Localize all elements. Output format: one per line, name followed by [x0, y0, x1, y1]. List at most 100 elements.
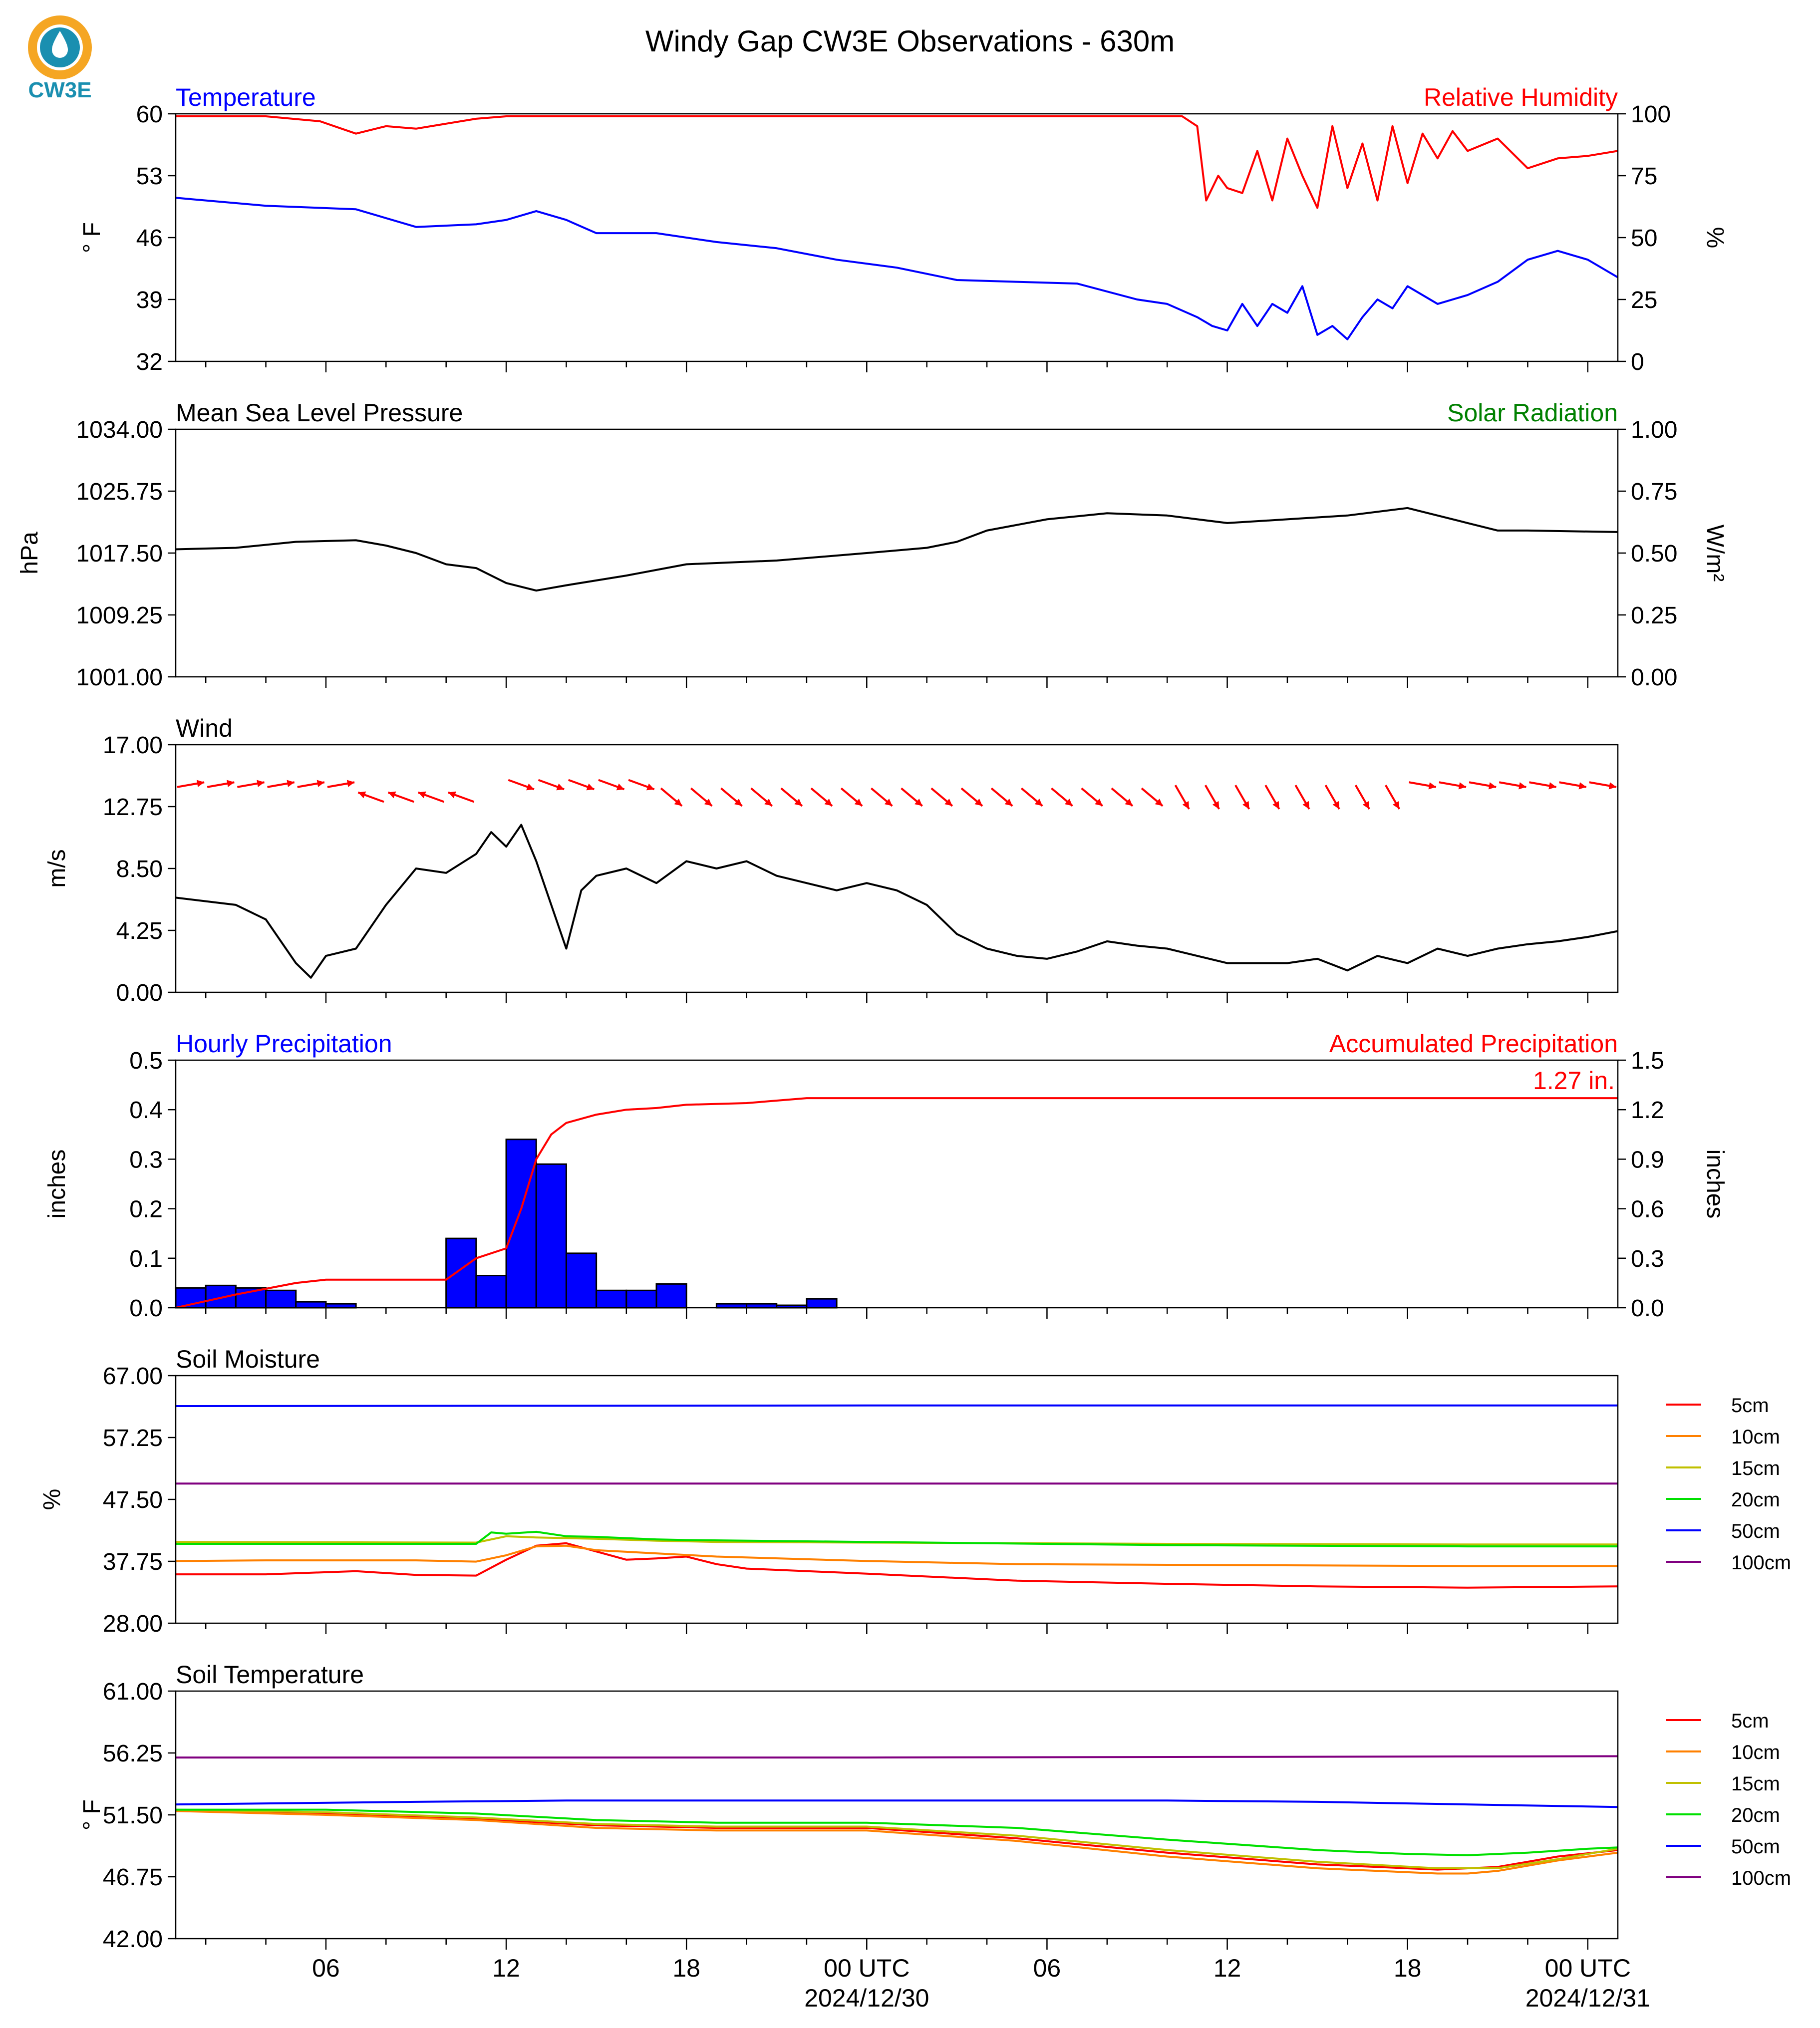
y-tick-label: 60: [136, 101, 163, 128]
logo-ring-icon: [28, 15, 92, 79]
legend-soil_moisture: 5cm 10cm 15cm 20cm 50cm 100cm: [1666, 1395, 1791, 1574]
panel-right-title: Solar Radiation: [1447, 399, 1618, 427]
y-tick-label: 4.25: [116, 918, 163, 944]
y2-tick-label: 100: [1631, 101, 1671, 128]
wind-arrow-head: [1428, 782, 1436, 790]
legend-label: 20cm: [1731, 1804, 1780, 1826]
wind-arrow-head: [734, 798, 742, 806]
wind-arrow-head: [1095, 798, 1103, 806]
y2-tick-label: 0.00: [1631, 664, 1677, 691]
legend-label: 10cm: [1731, 1426, 1780, 1448]
series-line-wind: [176, 824, 1618, 979]
y-tick-label: 57.25: [103, 1425, 163, 1451]
y-axis-label: %: [39, 1489, 65, 1510]
wind-arrow-head: [854, 798, 863, 806]
x-tick-label: 18: [1394, 1954, 1422, 1982]
x-tick-label: 12: [492, 1954, 520, 1982]
wind-arrow-head: [556, 783, 565, 791]
panel-soil_temp: 61.00 56.25 51.50 46.75 42.00 ° F Soil Tempera…: [79, 1661, 1791, 2012]
legend-label: 20cm: [1731, 1489, 1780, 1511]
legend-label: 5cm: [1731, 1710, 1769, 1732]
legend-label: 50cm: [1731, 1836, 1780, 1858]
wind-arrow-head: [196, 780, 205, 787]
series-line-20cm: [176, 1530, 1618, 1548]
wind-arrow-head: [944, 798, 952, 806]
wind-arrow-head: [674, 798, 682, 806]
wind-arrow-head: [1488, 782, 1497, 790]
y-tick-label: 46.75: [103, 1864, 163, 1891]
precip-bar: [445, 1237, 477, 1309]
panel-precip: 0.5 0.4 0.3 0.2 0.1 0.0 1.5 1.2 0.9 0.6 0.3 0.0 inch…: [44, 1030, 1728, 1322]
wind-arrow-head: [1125, 798, 1133, 806]
y-tick-label: 67.00: [103, 1363, 163, 1390]
wind-arrow-head: [704, 798, 712, 806]
y2-tick-label: 0.9: [1631, 1147, 1664, 1173]
y2-tick-label: 0.75: [1631, 479, 1677, 505]
legend-label: 5cm: [1731, 1395, 1769, 1417]
series-line-mean-sea-level-pressure: [176, 507, 1618, 592]
y-tick-label: 0.0: [129, 1295, 163, 1322]
y2-tick-label: 0.0: [1631, 1295, 1664, 1322]
series-line-15cm: [176, 1535, 1618, 1546]
y-tick-label: 0.00: [116, 980, 163, 1006]
precip-bar: [295, 1301, 327, 1309]
y-tick-label: 1001.00: [76, 664, 163, 691]
y-axis-label: hPa: [16, 532, 43, 575]
wind-arrow-head: [1272, 801, 1279, 809]
y-tick-label: 46: [136, 225, 163, 252]
legend-soil_temp: 5cm 10cm 15cm 20cm 50cm 100cm: [1666, 1710, 1791, 1889]
y2-axis-label: inches: [1702, 1150, 1728, 1219]
y-tick-label: 0.3: [129, 1147, 163, 1173]
wind-arrow-head: [257, 780, 265, 787]
wind-arrow-head: [794, 798, 802, 806]
y2-tick-label: 0.3: [1631, 1246, 1664, 1272]
y2-tick-label: 1.5: [1631, 1048, 1664, 1074]
panel-right-title: Accumulated Precipitation: [1329, 1030, 1618, 1058]
precip-bar: [265, 1289, 297, 1309]
y2-tick-label: 75: [1631, 163, 1657, 190]
legend-label: 10cm: [1731, 1741, 1780, 1763]
wind-arrow-head: [1518, 782, 1526, 790]
wind-arrow-head: [974, 798, 983, 806]
legend-label: 15cm: [1731, 1773, 1780, 1795]
panel-pressure: 1034.00 1025.75 1017.50 1009.25 1001.00 1.00 0…: [16, 399, 1728, 691]
wind-arrow-head: [1332, 801, 1339, 809]
series-line-15cm: [176, 1808, 1618, 1869]
legend-label: 100cm: [1731, 1867, 1791, 1889]
y-axis-label: ° F: [79, 222, 105, 253]
y-axis-label: ° F: [79, 1799, 105, 1830]
wind-arrow-head: [448, 791, 456, 799]
series-line-temperature: [176, 197, 1618, 340]
series-line-10cm: [176, 1810, 1618, 1875]
x-tick-date-label: 2024/12/31: [1525, 1984, 1650, 2012]
x-tick-date-label: 2024/12/30: [804, 1984, 929, 2012]
y2-axis-label: %: [1702, 227, 1728, 249]
wind-arrow-head: [388, 791, 396, 799]
y-tick-label: 32: [136, 349, 163, 375]
wind-arrow-head: [764, 798, 772, 806]
y-tick-label: 37.75: [103, 1549, 163, 1575]
wind-arrow-head: [1242, 801, 1249, 809]
panel-temp_rh: 60 53 46 39 32 100 75 50 25 0 ° F % Temperature Relat…: [79, 83, 1728, 375]
panel-soil_moisture: 67.00 57.25 47.50 37.75 28.00% Soil Moisture 5…: [39, 1345, 1791, 1637]
wind-arrow-head: [616, 783, 624, 791]
panels: 60 53 46 39 32 100 75 50 25 0 ° F % Temperature Relat…: [16, 83, 1791, 2012]
y2-tick-label: 0.50: [1631, 541, 1677, 567]
precip-bar: [205, 1284, 237, 1309]
y2-tick-label: 25: [1631, 287, 1657, 313]
wind-arrow-head: [1065, 798, 1073, 806]
wind-arrow-head: [1548, 782, 1556, 790]
x-tick-label: 00 UTC: [1545, 1954, 1631, 1982]
panel-left-title: Hourly Precipitation: [176, 1030, 392, 1058]
accumulated-total-label: 1.27 in.: [1533, 1067, 1615, 1095]
panel-left-title: Mean Sea Level Pressure: [176, 399, 463, 427]
panel-right-title: Relative Humidity: [1424, 83, 1618, 111]
wind-arrow-head: [227, 780, 235, 787]
y-tick-label: 1034.00: [76, 417, 163, 443]
series-line-20cm: [176, 1808, 1618, 1856]
x-tick-label: 06: [312, 1954, 340, 1982]
precip-bar: [535, 1163, 567, 1309]
wind-arrow-head: [1458, 782, 1467, 790]
precip-bar: [235, 1287, 267, 1309]
y-tick-label: 39: [136, 287, 163, 313]
